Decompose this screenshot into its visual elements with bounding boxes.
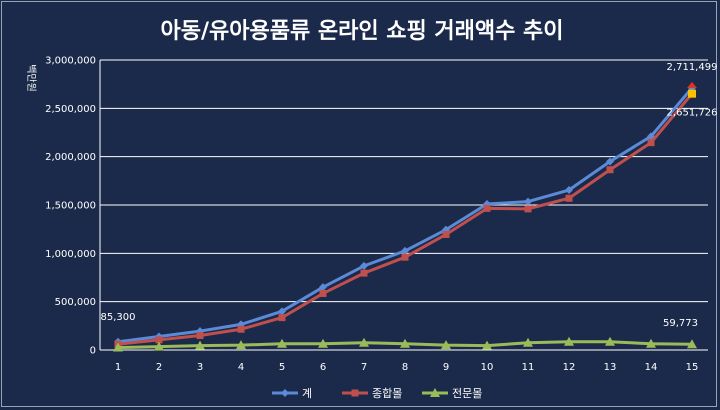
data-point [564, 336, 574, 346]
data-point [154, 341, 164, 351]
x-tick-label: 3 [197, 362, 203, 373]
data-point [483, 204, 491, 212]
legend-label: 전문몰 [452, 387, 482, 400]
x-tick-label: 14 [645, 362, 658, 373]
legend-label: 계 [302, 387, 312, 400]
x-tick-label: 9 [443, 362, 449, 373]
x-tick-label: 6 [320, 362, 326, 373]
series-1 [114, 83, 696, 346]
data-point [236, 340, 246, 350]
data-point [605, 336, 615, 346]
x-tick-label: 13 [604, 362, 617, 373]
y-tick-label: 2,000,000 [45, 152, 96, 163]
data-point [318, 338, 328, 348]
x-tick-label: 7 [361, 362, 367, 373]
legend: 계 종합몰 전문몰 [272, 387, 482, 400]
data-point [195, 340, 205, 350]
y-tick-label: 1,000,000 [45, 249, 96, 260]
legend-marker [281, 389, 289, 397]
data-label: 59,773 [663, 318, 698, 329]
x-tick-labels: 1 2 3 4 5 6 7 8 9 10 11 12 13 14 15 [115, 362, 699, 373]
data-point [565, 186, 573, 195]
series-2 [114, 90, 696, 348]
x-tick-label: 8 [402, 362, 408, 373]
data-point [523, 337, 533, 347]
legend-item: 전문몰 [422, 387, 482, 400]
data-point [359, 337, 369, 347]
legend-marker [351, 389, 359, 397]
y-tick-label: 500,000 [55, 297, 96, 308]
data-point [646, 338, 656, 348]
legend-marker [430, 388, 440, 397]
x-tick-label: 2 [156, 362, 162, 373]
data-point [482, 340, 492, 350]
data-point [400, 338, 410, 348]
data-point [606, 166, 614, 174]
y-tick-label: 0 [90, 346, 96, 357]
data-point [401, 253, 409, 261]
y-tick-label: 2,500,000 [45, 104, 96, 115]
data-point [565, 194, 573, 202]
series-3 [113, 336, 697, 352]
x-tick-label: 1 [115, 362, 121, 373]
data-point [237, 325, 245, 333]
legend-item: 종합몰 [342, 387, 402, 400]
data-point [155, 336, 163, 344]
data-point [196, 332, 204, 339]
gridlines [100, 59, 708, 303]
data-point [360, 269, 368, 277]
data-point [113, 342, 123, 352]
legend-item: 계 [272, 387, 312, 400]
data-point [319, 283, 327, 292]
y-tick-labels: 0 500,000 1,000,000 1,500,000 2,000,000 2,500… [45, 56, 96, 357]
data-point [606, 157, 614, 166]
chart-title: 아동/유아용품류 온라인 쇼핑 거래액수 추이 [161, 19, 564, 44]
y-tick-label: 1,500,000 [45, 201, 96, 212]
data-point [524, 205, 532, 213]
data-label: 85,300 [101, 312, 136, 323]
data-point [277, 338, 287, 348]
x-tick-label: 4 [238, 362, 244, 373]
series-line [117, 92, 694, 346]
endpoint-marker [688, 89, 696, 98]
data-point [441, 340, 451, 350]
y-axis-label: 백만원 [25, 64, 37, 92]
series-line [117, 86, 694, 344]
data-point [524, 197, 532, 206]
x-tick-label: 10 [481, 362, 494, 373]
data-point [319, 289, 327, 297]
x-tick-label: 15 [686, 362, 699, 373]
data-labels: 85,300 2,711,499 2,651,726 59,773 [101, 62, 718, 329]
series-group [113, 81, 697, 352]
data-label: 2,651,726 [667, 108, 718, 119]
data-point [278, 314, 286, 322]
y-tick-label: 3,000,000 [45, 56, 96, 67]
x-tick-label: 11 [522, 362, 535, 373]
legend-label: 종합몰 [372, 387, 402, 400]
data-point [401, 246, 409, 255]
data-point [442, 230, 450, 238]
endpoint-marker [687, 81, 697, 88]
x-tick-label: 5 [279, 362, 285, 373]
x-tick-label: 12 [563, 362, 576, 373]
data-point [278, 307, 286, 316]
data-point [687, 339, 697, 349]
axes [99, 60, 708, 351]
data-point [647, 139, 655, 147]
data-point [360, 261, 368, 270]
data-label: 2,711,499 [667, 62, 718, 73]
